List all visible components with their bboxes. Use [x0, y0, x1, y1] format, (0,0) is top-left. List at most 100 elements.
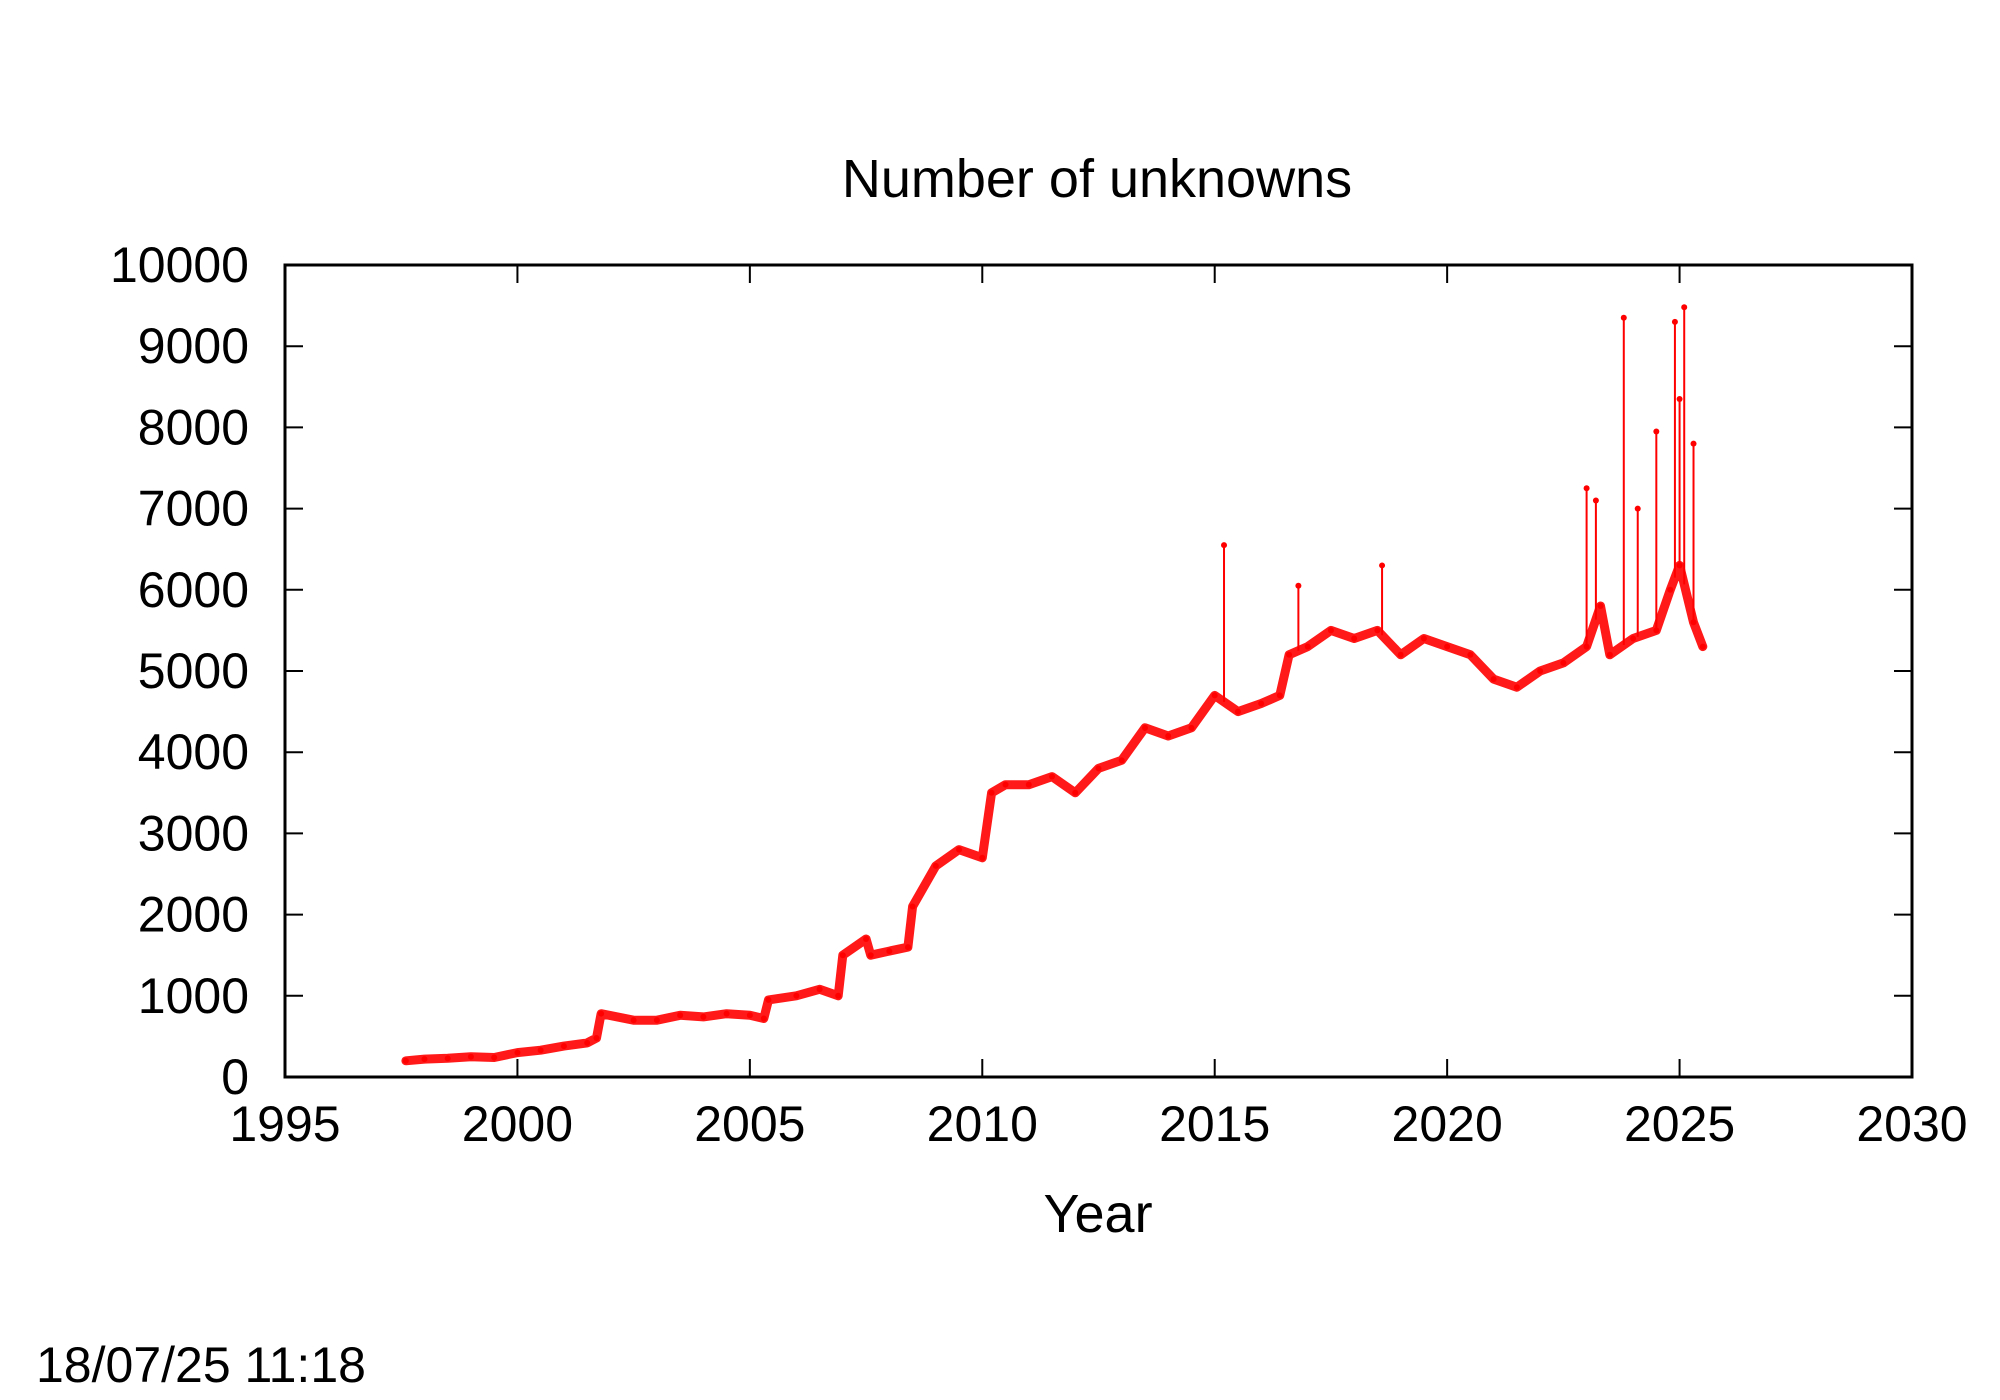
data-point — [1537, 668, 1544, 674]
spike-point — [1634, 505, 1641, 512]
x-tick-label: 2020 — [1392, 1096, 1503, 1152]
spike-point — [1653, 428, 1660, 435]
data-point — [867, 952, 874, 959]
x-tick-label: 2025 — [1624, 1096, 1735, 1152]
data-point — [839, 952, 846, 959]
data-point — [1095, 765, 1102, 772]
data-point — [630, 1017, 637, 1024]
data-point — [1351, 635, 1358, 642]
y-axis: 0 1000 2000 3000 4000 5000 6000 7000 8000 9000 100… — [110, 237, 1912, 1105]
data-point — [909, 903, 916, 910]
y-tick-label: 8000 — [138, 399, 249, 455]
data-point — [1304, 643, 1311, 650]
spike-point — [1690, 440, 1697, 447]
data-point — [1444, 643, 1451, 650]
y-tick-label: 6000 — [138, 562, 249, 618]
data-point — [886, 948, 893, 955]
x-tick-label: 2010 — [927, 1096, 1038, 1152]
data-point — [1049, 773, 1056, 780]
spike-point — [1583, 485, 1590, 492]
timestamp: 18/07/25 11:18 — [36, 1337, 366, 1393]
spike-point — [1676, 395, 1683, 402]
data-point — [932, 862, 939, 869]
spike-point — [1295, 582, 1302, 589]
spike-point — [1681, 304, 1688, 311]
y-tick-label: 9000 — [138, 318, 249, 374]
y-tick-label: 7000 — [138, 481, 249, 537]
x-axis: 1995 2000 2005 2010 2015 2020 2025 2030 — [229, 265, 1968, 1152]
data-point — [677, 1012, 684, 1019]
data-point — [1188, 724, 1195, 731]
spike-point — [1671, 318, 1678, 325]
data-point — [1467, 651, 1474, 658]
data-point — [593, 1035, 600, 1042]
data-point — [653, 1017, 660, 1024]
data-point — [1490, 676, 1497, 683]
data-point — [491, 1054, 498, 1061]
spike-point — [1592, 497, 1599, 504]
data-point — [584, 1039, 591, 1046]
spike-point — [1379, 562, 1386, 569]
data-point — [793, 992, 800, 999]
y-tick-label: 0 — [221, 1049, 249, 1105]
data-point — [1560, 659, 1567, 666]
y-tick-label: 2000 — [138, 887, 249, 943]
y-tick-label: 4000 — [138, 724, 249, 780]
data-point — [1072, 789, 1079, 796]
data-point — [1630, 635, 1637, 642]
data-point — [402, 1057, 409, 1064]
data-point — [835, 992, 842, 999]
data-point — [1025, 781, 1032, 788]
data-point — [1420, 635, 1427, 642]
data-point — [1397, 651, 1404, 658]
x-axis-label: Year — [1043, 1184, 1152, 1244]
x-tick-label: 2030 — [1856, 1096, 1967, 1152]
y-tick-label: 5000 — [138, 643, 249, 699]
data-point — [746, 1012, 753, 1019]
data-point — [1118, 757, 1125, 764]
data-point — [816, 986, 823, 993]
data-point — [1165, 732, 1172, 739]
data-point — [1234, 708, 1241, 715]
data-point — [598, 1010, 605, 1017]
data-point — [863, 935, 870, 942]
spike-point — [1620, 314, 1627, 321]
data-point — [1374, 627, 1381, 634]
data-point — [1286, 651, 1293, 658]
y-tick-label: 1000 — [138, 968, 249, 1024]
data-point — [1667, 586, 1674, 593]
data-point — [723, 1010, 730, 1017]
data-point — [1258, 700, 1265, 707]
data-point — [1513, 684, 1520, 691]
data-point — [1141, 724, 1148, 731]
data-point — [560, 1043, 567, 1050]
data-point — [956, 846, 963, 853]
data-point — [1276, 692, 1283, 699]
plot-frame — [283, 263, 1914, 1079]
plot-area — [401, 304, 1708, 1066]
data-point — [1606, 651, 1613, 658]
data-point — [514, 1049, 521, 1056]
series-line — [401, 560, 1708, 1066]
data-point — [1002, 781, 1009, 788]
x-tick-label: 2015 — [1159, 1096, 1270, 1152]
chart-title: Number of unknowns — [842, 149, 1352, 209]
data-point — [537, 1047, 544, 1054]
data-point — [467, 1053, 474, 1060]
data-point — [1597, 603, 1604, 610]
data-point — [1327, 627, 1334, 634]
y-tick-label: 3000 — [138, 805, 249, 861]
data-point — [444, 1055, 451, 1062]
data-point — [765, 996, 772, 1003]
x-tick-label: 2005 — [694, 1096, 805, 1152]
data-point — [1211, 692, 1218, 699]
data-point — [979, 854, 986, 861]
data-point — [988, 789, 995, 796]
data-point — [760, 1015, 767, 1022]
x-tick-label: 1995 — [229, 1096, 340, 1152]
data-point — [904, 944, 911, 951]
data-point — [421, 1056, 428, 1063]
data-point — [700, 1013, 707, 1020]
x-tick-label: 2000 — [462, 1096, 573, 1152]
